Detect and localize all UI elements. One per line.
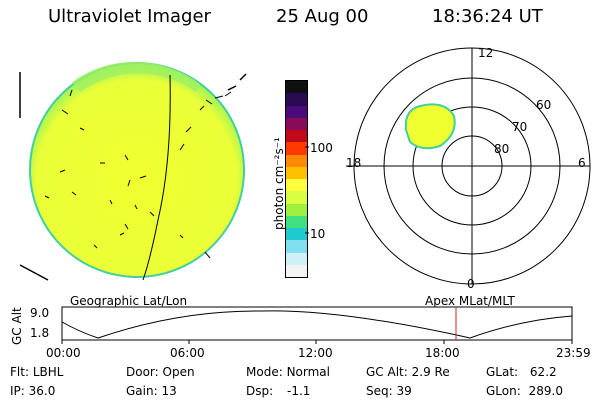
- colorbar-segment: [286, 252, 307, 265]
- timeline-frame: [61, 306, 573, 341]
- coastline-marks: [44, 89, 232, 259]
- timeline-xtick-2: 12:00: [298, 346, 333, 360]
- timeline-xtick-0: 00:00: [46, 346, 81, 360]
- colorbar-tickmarks: [305, 146, 309, 234]
- colorbar-segment: [286, 264, 307, 277]
- info-gcalt: GC Alt: 2.9 Re: [366, 365, 450, 379]
- timeline-ytick-bottom: 1.8: [30, 326, 50, 340]
- offdisk-marks: [19, 72, 247, 281]
- colorbar-segment: [286, 203, 307, 216]
- info-ip: IP: 36.0: [10, 384, 56, 398]
- colorbar-tick-10: 10: [310, 227, 326, 241]
- colorbar-segment: [286, 166, 307, 179]
- info-mode: Mode: Normal: [246, 365, 330, 379]
- timeline-right-caption: Apex MLat/MLT: [425, 294, 515, 308]
- image-time: 18:36:24 UT: [432, 6, 543, 27]
- colorbar-segment: [286, 130, 307, 143]
- meridian-line: [142, 74, 171, 281]
- polar-label-left: 18: [346, 156, 362, 170]
- timeline-ytick-top: 9.0: [30, 306, 50, 320]
- colorbar-segment: [286, 179, 307, 192]
- polar-ring-label-60: 60: [536, 98, 552, 112]
- colorbar-tick-100: 100: [310, 141, 333, 155]
- colorbar: [285, 80, 308, 278]
- disk-limb-glow: [72, 61, 200, 92]
- auroral-oval: [404, 103, 456, 150]
- info-glon: GLon: 289.0: [486, 384, 563, 398]
- info-glat: GLat: 62.2: [486, 365, 557, 379]
- polar-ring-label-80: 80: [494, 142, 510, 156]
- polar-label-right: 6: [578, 156, 586, 170]
- image-title: Ultraviolet Imager: [48, 6, 211, 27]
- timeline-left-caption: Geographic Lat/Lon: [70, 294, 188, 308]
- timeline-xtick-3: 18:00: [425, 346, 460, 360]
- colorbar-segment: [286, 142, 307, 155]
- info-seq: Seq: 39: [366, 384, 412, 398]
- colorbar-segment: [286, 93, 307, 106]
- colorbar-segment: [286, 215, 307, 228]
- info-gain: Gain: 13: [126, 384, 177, 398]
- colorbar-segment: [286, 154, 307, 167]
- image-date: 25 Aug 00: [276, 6, 369, 27]
- polar-label-bottom: 0: [467, 277, 475, 291]
- polar-label-top: 12: [478, 46, 494, 60]
- colorbar-segment: [286, 117, 307, 130]
- altitude-curve: [61, 310, 573, 339]
- colorbar-segment: [286, 81, 307, 94]
- timeline-xtick-4: 23:59: [556, 346, 591, 360]
- colorbar-segment: [286, 240, 307, 253]
- info-dsp: Dsp: -1.1: [246, 384, 311, 398]
- timeline-ticks: [61, 340, 573, 344]
- timeline-xtick-1: 06:00: [170, 346, 205, 360]
- polar-ring-label-70: 70: [512, 120, 528, 134]
- info-flt: Flt: LBHL: [10, 365, 64, 379]
- colorbar-segment: [286, 105, 307, 118]
- colorbar-segment: [286, 191, 307, 204]
- info-door: Door: Open: [126, 365, 195, 379]
- colorbar-segment: [286, 228, 307, 241]
